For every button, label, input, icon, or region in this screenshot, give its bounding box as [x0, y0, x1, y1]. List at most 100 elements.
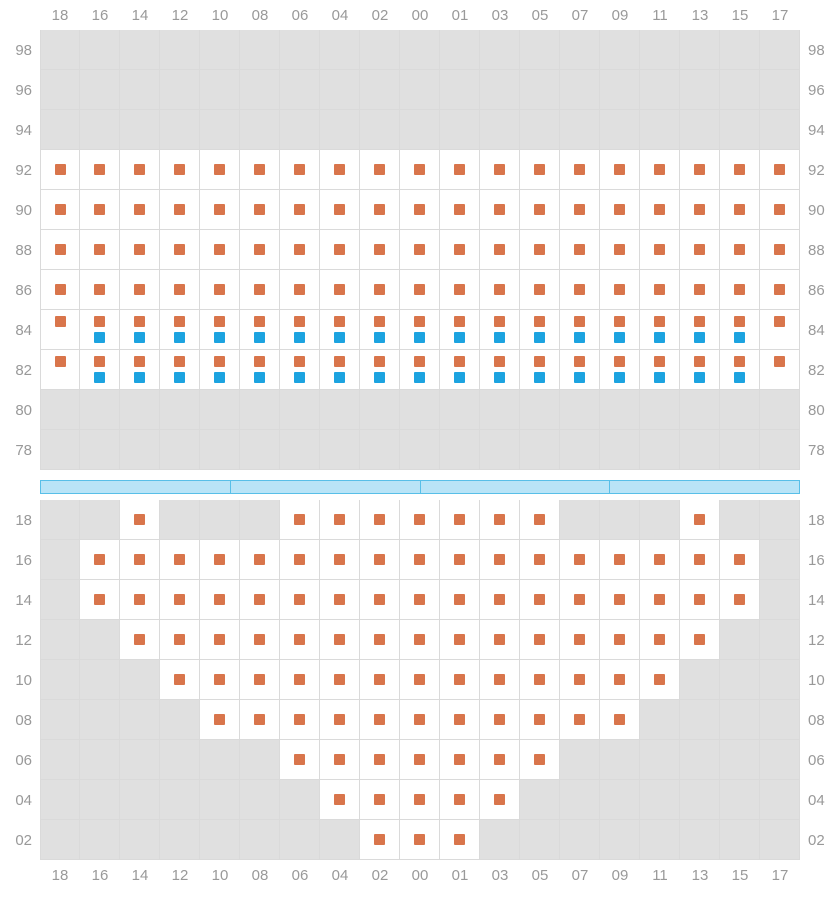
grid-cell[interactable]: [320, 700, 360, 740]
seat-marker-orange[interactable]: [134, 244, 145, 255]
grid-cell[interactable]: [680, 430, 720, 470]
grid-cell[interactable]: [400, 310, 440, 350]
grid-cell[interactable]: [640, 620, 680, 660]
seat-marker-orange[interactable]: [334, 244, 345, 255]
seat-marker-orange[interactable]: [534, 164, 545, 175]
seat-marker-orange[interactable]: [294, 634, 305, 645]
grid-cell[interactable]: [360, 700, 400, 740]
grid-cell[interactable]: [280, 230, 320, 270]
seat-marker-orange[interactable]: [654, 594, 665, 605]
grid-cell[interactable]: [680, 70, 720, 110]
grid-cell[interactable]: [360, 270, 400, 310]
seat-marker-orange[interactable]: [374, 634, 385, 645]
grid-cell[interactable]: [640, 270, 680, 310]
grid-cell[interactable]: [600, 620, 640, 660]
seat-marker-orange[interactable]: [134, 554, 145, 565]
seat-marker-orange[interactable]: [254, 674, 265, 685]
grid-cell[interactable]: [760, 310, 800, 350]
grid-cell[interactable]: [440, 30, 480, 70]
seat-marker-orange[interactable]: [654, 316, 665, 327]
seat-marker-orange[interactable]: [414, 554, 425, 565]
grid-cell[interactable]: [240, 230, 280, 270]
seat-marker-orange[interactable]: [614, 284, 625, 295]
seat-marker-blue[interactable]: [134, 372, 145, 383]
seat-marker-orange[interactable]: [614, 204, 625, 215]
seat-marker-orange[interactable]: [454, 554, 465, 565]
grid-cell[interactable]: [80, 430, 120, 470]
seat-marker-orange[interactable]: [134, 594, 145, 605]
grid-cell[interactable]: [360, 540, 400, 580]
grid-cell[interactable]: [80, 660, 120, 700]
seat-marker-orange[interactable]: [494, 204, 505, 215]
seat-marker-orange[interactable]: [694, 514, 705, 525]
grid-cell[interactable]: [760, 190, 800, 230]
grid-cell[interactable]: [720, 660, 760, 700]
seat-marker-orange[interactable]: [654, 204, 665, 215]
seat-marker-orange[interactable]: [174, 356, 185, 367]
grid-cell[interactable]: [640, 110, 680, 150]
grid-cell[interactable]: [160, 620, 200, 660]
grid-cell[interactable]: [40, 820, 80, 860]
seat-marker-orange[interactable]: [414, 794, 425, 805]
grid-cell[interactable]: [400, 110, 440, 150]
grid-cell[interactable]: [480, 350, 520, 390]
grid-cell[interactable]: [40, 270, 80, 310]
grid-cell[interactable]: [480, 820, 520, 860]
grid-cell[interactable]: [400, 430, 440, 470]
seat-marker-orange[interactable]: [374, 204, 385, 215]
grid-cell[interactable]: [360, 70, 400, 110]
grid-cell[interactable]: [520, 190, 560, 230]
seat-marker-orange[interactable]: [574, 244, 585, 255]
seat-marker-blue[interactable]: [654, 372, 665, 383]
grid-cell[interactable]: [320, 740, 360, 780]
grid-cell[interactable]: [480, 70, 520, 110]
grid-cell[interactable]: [440, 150, 480, 190]
seat-marker-orange[interactable]: [454, 204, 465, 215]
seat-marker-orange[interactable]: [414, 244, 425, 255]
grid-cell[interactable]: [240, 110, 280, 150]
grid-cell[interactable]: [120, 310, 160, 350]
grid-cell[interactable]: [760, 620, 800, 660]
grid-cell[interactable]: [720, 620, 760, 660]
grid-cell[interactable]: [240, 580, 280, 620]
grid-cell[interactable]: [160, 230, 200, 270]
seat-marker-orange[interactable]: [254, 634, 265, 645]
grid-cell[interactable]: [400, 660, 440, 700]
grid-cell[interactable]: [520, 390, 560, 430]
grid-cell[interactable]: [40, 30, 80, 70]
seat-marker-orange[interactable]: [334, 204, 345, 215]
grid-cell[interactable]: [360, 230, 400, 270]
grid-cell[interactable]: [80, 820, 120, 860]
grid-cell[interactable]: [240, 310, 280, 350]
grid-cell[interactable]: [680, 580, 720, 620]
seat-marker-orange[interactable]: [454, 514, 465, 525]
grid-cell[interactable]: [560, 350, 600, 390]
seat-marker-orange[interactable]: [254, 204, 265, 215]
grid-cell[interactable]: [120, 150, 160, 190]
seat-marker-orange[interactable]: [374, 514, 385, 525]
grid-cell[interactable]: [680, 270, 720, 310]
grid-cell[interactable]: [480, 620, 520, 660]
grid-cell[interactable]: [760, 70, 800, 110]
grid-cell[interactable]: [360, 780, 400, 820]
seat-marker-orange[interactable]: [55, 204, 66, 215]
grid-cell[interactable]: [40, 70, 80, 110]
grid-cell[interactable]: [40, 430, 80, 470]
grid-cell[interactable]: [120, 430, 160, 470]
seat-marker-orange[interactable]: [654, 634, 665, 645]
grid-cell[interactable]: [640, 310, 680, 350]
seat-marker-orange[interactable]: [374, 164, 385, 175]
seat-marker-orange[interactable]: [214, 316, 225, 327]
grid-cell[interactable]: [400, 70, 440, 110]
grid-cell[interactable]: [80, 500, 120, 540]
seat-marker-orange[interactable]: [134, 634, 145, 645]
grid-cell[interactable]: [400, 700, 440, 740]
grid-cell[interactable]: [560, 110, 600, 150]
seat-marker-orange[interactable]: [734, 554, 745, 565]
seat-marker-orange[interactable]: [94, 244, 105, 255]
grid-cell[interactable]: [720, 700, 760, 740]
grid-cell[interactable]: [760, 740, 800, 780]
grid-cell[interactable]: [400, 270, 440, 310]
seat-marker-orange[interactable]: [254, 316, 265, 327]
seat-marker-orange[interactable]: [534, 356, 545, 367]
